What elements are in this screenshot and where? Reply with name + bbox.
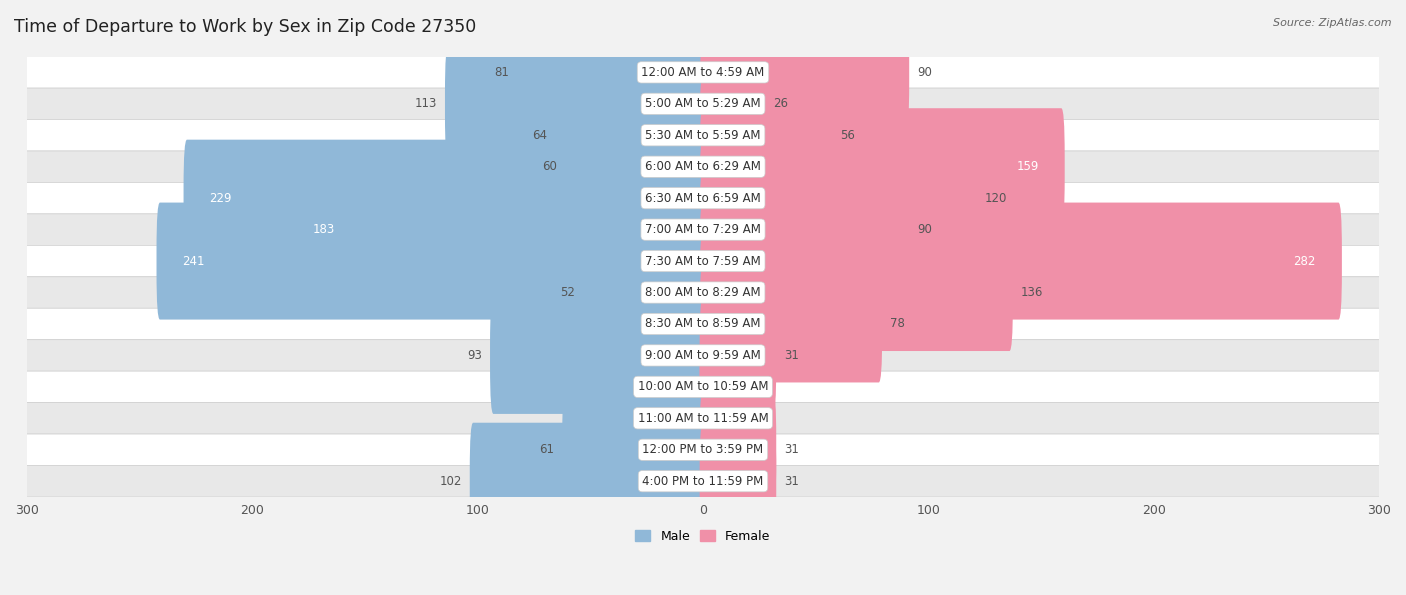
Text: 6:30 AM to 6:59 AM: 6:30 AM to 6:59 AM (645, 192, 761, 205)
Text: 6:00 AM to 6:29 AM: 6:00 AM to 6:29 AM (645, 160, 761, 173)
Text: 0: 0 (714, 412, 721, 425)
FancyBboxPatch shape (287, 171, 706, 288)
FancyBboxPatch shape (4, 465, 1402, 497)
Text: 241: 241 (183, 255, 205, 268)
Text: 282: 282 (1294, 255, 1316, 268)
Text: 31: 31 (785, 443, 799, 456)
Text: 120: 120 (984, 192, 1007, 205)
Text: 11:00 AM to 11:59 AM: 11:00 AM to 11:59 AM (638, 412, 768, 425)
FancyBboxPatch shape (4, 88, 1402, 120)
FancyBboxPatch shape (700, 45, 765, 162)
Text: 93: 93 (467, 349, 482, 362)
FancyBboxPatch shape (582, 234, 706, 351)
FancyBboxPatch shape (4, 277, 1402, 308)
FancyBboxPatch shape (4, 245, 1402, 277)
FancyBboxPatch shape (4, 214, 1402, 245)
Text: 10:00 AM to 10:59 AM: 10:00 AM to 10:59 AM (638, 380, 768, 393)
Text: 8:30 AM to 8:59 AM: 8:30 AM to 8:59 AM (645, 318, 761, 330)
FancyBboxPatch shape (444, 45, 706, 162)
Text: 52: 52 (560, 286, 575, 299)
FancyBboxPatch shape (700, 297, 776, 414)
Text: 0: 0 (685, 380, 692, 393)
FancyBboxPatch shape (4, 434, 1402, 465)
FancyBboxPatch shape (564, 108, 706, 226)
Text: 9:00 AM to 9:59 AM: 9:00 AM to 9:59 AM (645, 349, 761, 362)
Text: 9: 9 (664, 318, 672, 330)
FancyBboxPatch shape (4, 371, 1402, 403)
Text: 26: 26 (773, 98, 787, 110)
FancyBboxPatch shape (700, 265, 882, 383)
FancyBboxPatch shape (700, 234, 1012, 351)
FancyBboxPatch shape (491, 297, 706, 414)
FancyBboxPatch shape (4, 403, 1402, 434)
FancyBboxPatch shape (700, 328, 731, 446)
Text: 56: 56 (841, 129, 855, 142)
FancyBboxPatch shape (4, 120, 1402, 151)
Legend: Male, Female: Male, Female (630, 525, 776, 548)
Text: 90: 90 (917, 66, 932, 79)
FancyBboxPatch shape (470, 422, 706, 540)
FancyBboxPatch shape (700, 392, 776, 508)
Text: 31: 31 (785, 349, 799, 362)
Text: 7:00 AM to 7:29 AM: 7:00 AM to 7:29 AM (645, 223, 761, 236)
Text: 5:30 AM to 5:59 AM: 5:30 AM to 5:59 AM (645, 129, 761, 142)
FancyBboxPatch shape (700, 140, 977, 256)
Text: 81: 81 (495, 66, 509, 79)
Text: 8:00 AM to 8:29 AM: 8:00 AM to 8:29 AM (645, 286, 761, 299)
FancyBboxPatch shape (700, 14, 910, 131)
Text: 90: 90 (917, 223, 932, 236)
FancyBboxPatch shape (4, 151, 1402, 183)
FancyBboxPatch shape (4, 340, 1402, 371)
FancyBboxPatch shape (700, 171, 910, 288)
Text: 5:00 AM to 5:29 AM: 5:00 AM to 5:29 AM (645, 98, 761, 110)
FancyBboxPatch shape (4, 57, 1402, 88)
Text: 102: 102 (440, 475, 463, 488)
Text: 183: 183 (314, 223, 336, 236)
Text: 159: 159 (1017, 160, 1039, 173)
FancyBboxPatch shape (4, 183, 1402, 214)
Text: 0: 0 (685, 412, 692, 425)
Text: 60: 60 (541, 160, 557, 173)
Text: Time of Departure to Work by Sex in Zip Code 27350: Time of Departure to Work by Sex in Zip … (14, 18, 477, 36)
FancyBboxPatch shape (562, 392, 706, 508)
FancyBboxPatch shape (700, 202, 1341, 320)
FancyBboxPatch shape (679, 265, 706, 383)
Text: 12:00 AM to 4:59 AM: 12:00 AM to 4:59 AM (641, 66, 765, 79)
Text: Source: ZipAtlas.com: Source: ZipAtlas.com (1274, 18, 1392, 28)
Text: 136: 136 (1021, 286, 1043, 299)
FancyBboxPatch shape (4, 308, 1402, 340)
FancyBboxPatch shape (700, 108, 1064, 226)
FancyBboxPatch shape (555, 77, 706, 194)
Text: 78: 78 (890, 318, 905, 330)
Text: 61: 61 (540, 443, 554, 456)
Text: 7:30 AM to 7:59 AM: 7:30 AM to 7:59 AM (645, 255, 761, 268)
FancyBboxPatch shape (184, 140, 706, 256)
Text: 229: 229 (209, 192, 232, 205)
Text: 4:00 PM to 11:59 PM: 4:00 PM to 11:59 PM (643, 475, 763, 488)
FancyBboxPatch shape (700, 422, 776, 540)
Text: 113: 113 (415, 98, 437, 110)
Text: 12:00 PM to 3:59 PM: 12:00 PM to 3:59 PM (643, 443, 763, 456)
FancyBboxPatch shape (517, 14, 706, 131)
Text: 64: 64 (533, 129, 547, 142)
Text: 11: 11 (740, 380, 754, 393)
FancyBboxPatch shape (700, 77, 832, 194)
FancyBboxPatch shape (156, 202, 706, 320)
Text: 31: 31 (785, 475, 799, 488)
